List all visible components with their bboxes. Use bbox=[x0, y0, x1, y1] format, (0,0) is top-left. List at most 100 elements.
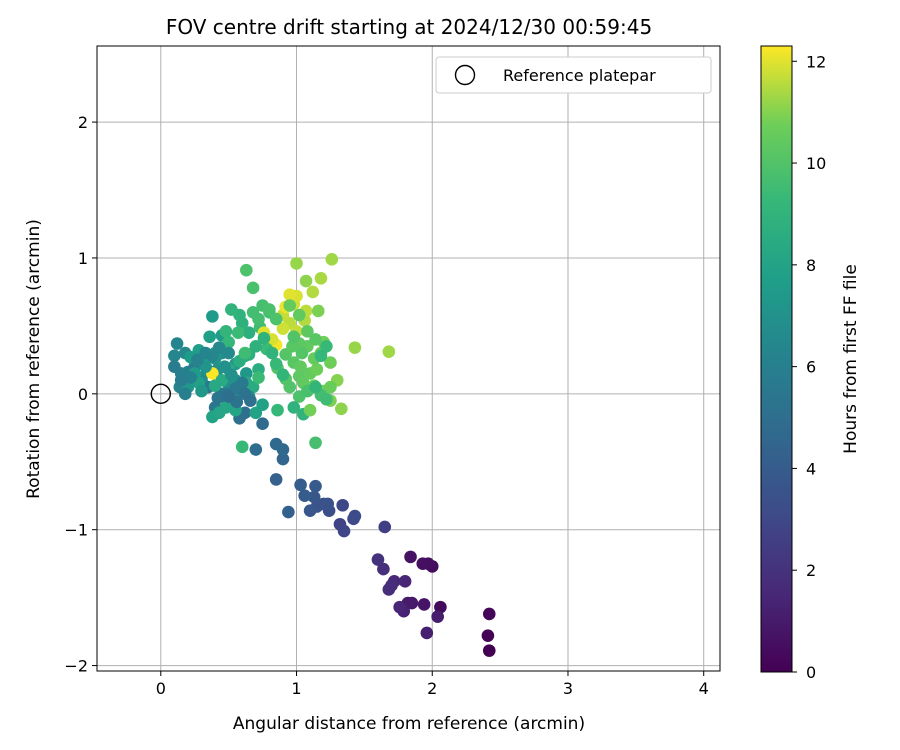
data-point bbox=[298, 489, 311, 503]
x-tick-label: 2 bbox=[427, 679, 437, 698]
data-point bbox=[170, 337, 184, 350]
data-point bbox=[168, 360, 181, 373]
chart-title: FOV centre drift starting at 2024/12/30 … bbox=[166, 15, 652, 39]
data-point bbox=[269, 437, 283, 451]
data-point bbox=[276, 322, 290, 335]
data-point bbox=[252, 371, 265, 384]
data-point bbox=[377, 562, 390, 576]
data-point bbox=[398, 575, 412, 588]
data-point bbox=[420, 626, 434, 640]
data-point bbox=[263, 303, 276, 316]
data-point bbox=[222, 390, 235, 403]
data-point bbox=[257, 331, 271, 345]
data-point bbox=[256, 398, 269, 411]
colorbar-ticks: 0 2 4 6 8 10 12 bbox=[792, 52, 826, 682]
colorbar-tick-label: 8 bbox=[806, 256, 816, 275]
data-point bbox=[265, 346, 279, 360]
data-point bbox=[235, 440, 249, 454]
data-point bbox=[309, 380, 322, 394]
x-tick-label: 1 bbox=[291, 679, 301, 698]
data-point bbox=[294, 478, 307, 492]
legend-box bbox=[435, 56, 712, 94]
data-point bbox=[311, 304, 325, 318]
data-point bbox=[314, 349, 328, 363]
data-point bbox=[320, 339, 333, 353]
data-point bbox=[184, 371, 197, 384]
data-point bbox=[335, 402, 348, 416]
data-point bbox=[195, 384, 208, 398]
data-point bbox=[225, 368, 238, 382]
data-point bbox=[310, 363, 324, 376]
colorbar-tick-label: 0 bbox=[806, 663, 816, 682]
data-point bbox=[348, 341, 362, 354]
data-point bbox=[306, 285, 320, 299]
colorbar-tick-label: 12 bbox=[806, 52, 826, 71]
data-point bbox=[208, 379, 222, 392]
data-point bbox=[287, 330, 301, 344]
y-tick-label: −1 bbox=[64, 521, 88, 540]
data-points bbox=[168, 253, 496, 657]
data-point bbox=[292, 308, 306, 322]
data-point bbox=[309, 436, 322, 450]
colorbar: 0 2 4 6 8 10 12 Hours from first FF file bbox=[760, 45, 861, 682]
data-point bbox=[283, 299, 297, 312]
data-point bbox=[299, 274, 313, 288]
data-point bbox=[242, 326, 256, 339]
data-point bbox=[256, 417, 269, 431]
data-point bbox=[246, 281, 260, 295]
data-point bbox=[382, 345, 396, 359]
data-point bbox=[290, 257, 303, 270]
data-point bbox=[417, 598, 431, 611]
data-point bbox=[431, 610, 444, 623]
x-tick-label: 4 bbox=[699, 679, 709, 698]
data-point bbox=[269, 312, 283, 326]
x-tick-label: 0 bbox=[156, 679, 166, 698]
data-point bbox=[174, 373, 188, 387]
data-point bbox=[168, 349, 181, 363]
data-point bbox=[314, 272, 328, 285]
data-point bbox=[371, 553, 385, 566]
y-axis-label: Rotation from reference (arcmin) bbox=[24, 219, 44, 499]
colorbar-tick-label: 4 bbox=[806, 459, 816, 478]
data-point bbox=[481, 629, 495, 642]
y-tick-label: 2 bbox=[78, 113, 88, 132]
data-point bbox=[283, 288, 297, 301]
data-point bbox=[282, 505, 295, 519]
x-tick-label: 3 bbox=[563, 679, 573, 698]
legend-label-reference: Reference platepar bbox=[503, 66, 656, 85]
data-point bbox=[337, 524, 351, 538]
data-point bbox=[222, 335, 235, 349]
data-point bbox=[276, 368, 290, 382]
data-point bbox=[283, 380, 297, 394]
data-point bbox=[404, 550, 417, 564]
colorbar-tick-label: 6 bbox=[806, 358, 816, 377]
data-point bbox=[303, 504, 317, 517]
x-axis-label: Angular distance from reference (arcmin) bbox=[233, 714, 585, 734]
reference-platepar-marker bbox=[150, 383, 171, 405]
colorbar-tick-label: 2 bbox=[806, 561, 816, 580]
data-point bbox=[219, 401, 233, 414]
data-point bbox=[225, 303, 238, 316]
data-point bbox=[382, 583, 396, 596]
data-point bbox=[482, 644, 496, 657]
data-point bbox=[222, 346, 235, 360]
data-point bbox=[295, 346, 309, 360]
data-point bbox=[238, 346, 252, 360]
data-point bbox=[246, 306, 260, 319]
data-point bbox=[336, 498, 349, 512]
data-point bbox=[203, 330, 216, 344]
data-point bbox=[178, 387, 192, 401]
data-point bbox=[325, 253, 339, 266]
colorbar-gradient bbox=[760, 45, 793, 673]
data-point bbox=[269, 357, 283, 371]
y-tick-label: 1 bbox=[78, 249, 88, 268]
data-point bbox=[320, 392, 333, 406]
data-point bbox=[309, 333, 322, 346]
data-point bbox=[219, 325, 233, 338]
data-point bbox=[287, 401, 301, 414]
plot-frame bbox=[96, 45, 721, 672]
data-point bbox=[206, 310, 219, 323]
colorbar-label: Hours from first FF file bbox=[841, 264, 861, 454]
data-point bbox=[348, 509, 362, 523]
